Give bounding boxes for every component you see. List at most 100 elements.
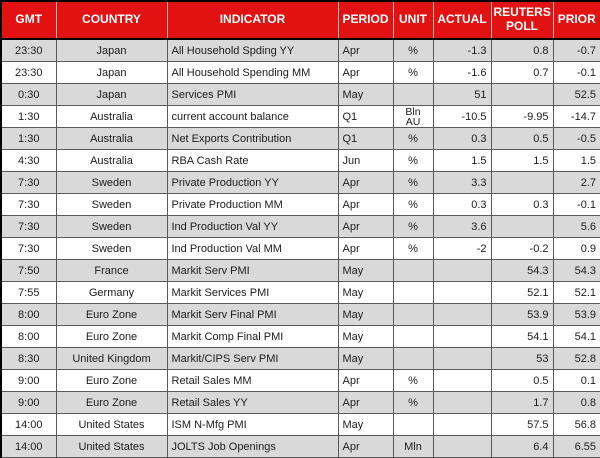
cell-indicator: Ind Production Val MM [166, 237, 339, 260]
header-cell-unit: UNIT [393, 1, 434, 40]
header-cell-poll: REUTERS POLL [491, 1, 554, 40]
cell-period: Apr [337, 215, 394, 238]
cell-prior: 54.1 [552, 325, 600, 348]
cell-prior: 1.5 [552, 149, 600, 172]
cell-poll: 0.5 [490, 127, 554, 150]
cell-period: May [337, 281, 394, 304]
cell-indicator: Retail Sales MM [166, 369, 339, 392]
cell-gmt: 14:00 [0, 413, 57, 436]
cell-prior: 54.3 [552, 259, 600, 282]
cell-actual: -10.5 [432, 105, 492, 128]
cell-country: Germany [55, 281, 168, 304]
table-row: 14:00 United States JOLTS Job Openings Apr M… [0, 435, 600, 458]
cell-prior: 2.7 [552, 171, 600, 194]
cell-indicator: Net Exports Contribution [166, 127, 339, 150]
cell-actual [432, 259, 492, 282]
cell-indicator: Markit/CIPS Serv PMI [166, 347, 339, 370]
cell-poll: 0.8 [490, 38, 554, 62]
cell-unit: % [392, 237, 434, 260]
cell-indicator: Markit Comp Final PMI [166, 325, 339, 348]
cell-gmt: 7:50 [0, 259, 57, 282]
cell-prior: -0.5 [552, 127, 600, 150]
cell-poll: 0.3 [490, 193, 554, 216]
cell-period: Apr [337, 193, 394, 216]
cell-prior: -14.7 [552, 105, 600, 128]
cell-unit: % [392, 369, 434, 392]
cell-unit: % [392, 127, 434, 150]
cell-unit: % [392, 61, 434, 84]
cell-indicator: Markit Serv PMI [166, 259, 339, 282]
cell-gmt: 23:30 [0, 61, 57, 84]
cell-indicator: Private Production MM [166, 193, 339, 216]
cell-unit [392, 413, 434, 436]
cell-poll: 1.5 [490, 149, 554, 172]
cell-unit: % [392, 149, 434, 172]
cell-country: France [55, 259, 168, 282]
cell-gmt: 4:30 [0, 149, 57, 172]
cell-period: May [337, 413, 394, 436]
cell-prior: 52.1 [552, 281, 600, 304]
table-row: 7:30 Sweden Private Production YY Apr% 3.3 2.… [0, 171, 600, 194]
cell-prior: 52.5 [552, 83, 600, 106]
cell-poll: 52.1 [490, 281, 554, 304]
cell-actual [432, 303, 492, 326]
cell-unit: % [392, 171, 434, 194]
cell-country: Sweden [55, 171, 168, 194]
cell-gmt: 8:00 [0, 325, 57, 348]
cell-indicator: JOLTS Job Openings [166, 435, 339, 458]
table-row: 7:30 Sweden Ind Production Val YY Apr% 3.6 5.… [0, 215, 600, 238]
cell-indicator: Ind Production Val YY [166, 215, 339, 238]
cell-actual [432, 391, 492, 414]
cell-gmt: 1:30 [0, 105, 57, 128]
cell-country: Sweden [55, 193, 168, 216]
cell-period: May [337, 83, 394, 106]
cell-unit: % [392, 193, 434, 216]
cell-actual [432, 347, 492, 370]
cell-gmt: 0:30 [0, 83, 57, 106]
cell-gmt: 9:00 [0, 369, 57, 392]
cell-actual: 51 [432, 83, 492, 106]
cell-country: United Kingdom [55, 347, 168, 370]
cell-actual: 1.5 [432, 149, 492, 172]
table-row: 0:30 Japan Services PMI May 51 52.5 [0, 83, 600, 106]
header-cell-period: PERIOD [338, 1, 394, 40]
table-row: 7:50 France Markit Serv PMI May 54.3 54.3 [0, 259, 600, 282]
unit-wrapped-text: Bln AU [405, 106, 421, 127]
cell-poll: 54.1 [490, 325, 554, 348]
cell-prior: 0.8 [552, 391, 600, 414]
cell-actual [432, 435, 492, 458]
table-header-row: GMT COUNTRY INDICATOR PERIOD UNIT ACTUAL REUTE… [1, 1, 600, 40]
cell-prior: 0.9 [552, 237, 600, 260]
header-cell-indicator: INDICATOR [167, 1, 339, 40]
cell-poll: 0.7 [490, 61, 554, 84]
header-cell-gmt: GMT [1, 1, 57, 40]
cell-gmt: 23:30 [0, 38, 57, 62]
cell-poll: 6.4 [490, 435, 554, 458]
table-row: 1:30 Australia Net Exports Contribution Q1%… [0, 127, 600, 150]
cell-prior: -0.1 [552, 61, 600, 84]
cell-country: Japan [55, 83, 168, 106]
cell-gmt: 7:30 [0, 237, 57, 260]
cell-country: Japan [55, 61, 168, 84]
table-row: 9:00 Euro Zone Retail Sales MM Apr% 0.5 0.1 [0, 369, 600, 392]
cell-actual: -1.6 [432, 61, 492, 84]
cell-period: Q1 [337, 127, 394, 150]
cell-prior: -0.7 [552, 38, 600, 62]
cell-period: May [337, 325, 394, 348]
cell-country: Euro Zone [55, 325, 168, 348]
table-row: 1:30 Australia current account balance Q1 Bl… [0, 105, 600, 128]
cell-period: Apr [337, 391, 394, 414]
cell-gmt: 8:30 [0, 347, 57, 370]
cell-unit [392, 83, 434, 106]
cell-period: May [337, 347, 394, 370]
cell-poll [490, 215, 554, 238]
cell-gmt: 7:30 [0, 171, 57, 194]
table-row: 4:30 Australia RBA Cash Rate Jun% 1.5 1.5 1.5 [0, 149, 600, 172]
table-row: 23:30 Japan All Household Spending MM Apr% -… [0, 61, 600, 84]
cell-unit [392, 259, 434, 282]
cell-poll: 0.5 [490, 369, 554, 392]
cell-unit: % [392, 215, 434, 238]
cell-actual: 3.3 [432, 171, 492, 194]
table-row: 8:30 United Kingdom Markit/CIPS Serv PMI Ma… [0, 347, 600, 370]
